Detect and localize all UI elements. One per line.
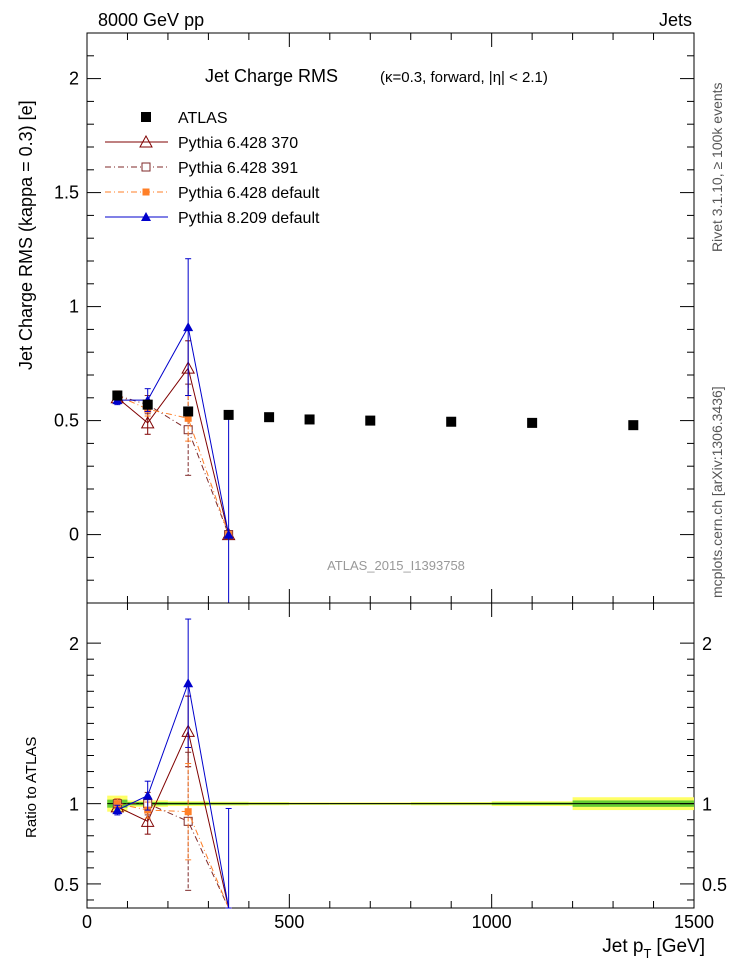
- ratio-point-pythia-6-428-370: [140, 814, 155, 827]
- ratio-ticks: 0.5 0.5 1 1 2 2 0 500 1000 1500: [54, 603, 727, 932]
- main-point-pythia-6-428-default: [184, 414, 192, 422]
- main-point-atlas: [223, 409, 234, 420]
- x-axis-label-sub: T: [643, 946, 651, 961]
- side-label-top: Rivet 3.1.10, ≥ 100k events: [709, 82, 725, 252]
- legend-marker-pythia-6-428-370: [139, 134, 153, 148]
- main-point-atlas: [446, 416, 457, 427]
- x-tick-label: 1500: [674, 912, 714, 932]
- x-tick-label: 1000: [472, 912, 512, 932]
- x-tick-label: 0: [82, 912, 92, 932]
- main-point-atlas: [527, 417, 538, 428]
- legend-label-pythia-6-428-391: Pythia 6.428 391: [178, 160, 298, 177]
- header-left-label: 8000 GeV pp: [98, 10, 204, 30]
- header-right-label: Jets: [659, 10, 692, 30]
- legend-label-pythia-6-428-default: Pythia 6.428 default: [178, 185, 320, 202]
- ratio-y-tick-label: 0.5: [54, 875, 79, 895]
- legend-label-pythia-6-428-370: Pythia 6.428 370: [178, 135, 298, 152]
- watermark: ATLAS_2015_I1393758: [327, 558, 465, 573]
- y-tick-label: 1.5: [54, 183, 79, 203]
- y-tick-label: 2: [69, 69, 79, 89]
- main-point-atlas: [365, 415, 376, 426]
- x-tick-label: 500: [274, 912, 304, 932]
- ratio-point-pythia-8-209-default: [142, 790, 153, 800]
- x-axis-label-main: Jet p: [602, 936, 643, 957]
- ratio-y-tick-label-right: 0.5: [702, 875, 727, 895]
- ratio-line-pythia-6-428-default: [117, 803, 230, 909]
- main-y-axis-label: Jet Charge RMS (kappa = 0.3) [e]: [16, 100, 36, 370]
- ratio-point-pythia-8-209-default: [183, 678, 194, 688]
- main-point-atlas: [304, 414, 315, 425]
- main-point-atlas: [142, 399, 153, 410]
- main-point-atlas: [112, 390, 123, 401]
- legend: ATLAS Pythia 6.428 370 Pythia 6.428 391 Pyt…: [105, 110, 320, 227]
- side-label-bottom: mcplots.cern.ch [arXiv:1306.3436]: [709, 386, 725, 598]
- main-point-pythia-8-209-default: [183, 322, 194, 332]
- main-panel: Jet Charge RMS (κ=0.3, forward, |η| < 2.…: [16, 32, 695, 604]
- legend-marker-pythia-6-428-default: [142, 188, 150, 196]
- x-axis-label: Jet pT [GeV]: [602, 936, 705, 961]
- ratio-y-tick-label-right: 2: [702, 634, 712, 654]
- x-axis-label-unit: [GeV]: [656, 936, 705, 957]
- legend-marker-pythia-8-209-default: [141, 212, 151, 221]
- y-tick-label: 0: [69, 525, 79, 545]
- ratio-line-pythia-8-209-default: [117, 681, 230, 909]
- legend-label-pythia-8-209-default: Pythia 8.209 default: [178, 210, 320, 227]
- ratio-point-pythia-6-428-default: [184, 808, 192, 816]
- main-point-pythia-6-428-370: [140, 415, 155, 429]
- legend-label-atlas: ATLAS: [178, 110, 228, 127]
- main-line-pythia-6-428-default: [117, 395, 230, 535]
- ratio-panel-frame: [86, 602, 695, 909]
- main-line-pythia-6-428-370: [117, 367, 230, 535]
- main-point-atlas: [264, 412, 275, 423]
- y-tick-label: 1: [69, 297, 79, 317]
- ratio-y-axis-label: Ratio to ATLAS: [23, 737, 40, 838]
- ratio-y-tick-label-right: 1: [702, 795, 712, 815]
- ratio-series-group: [110, 618, 232, 909]
- ratio-line-pythia-6-428-370: [117, 729, 230, 909]
- legend-marker-pythia-6-428-391: [141, 162, 151, 172]
- main-line-pythia-8-209-default: [117, 325, 230, 535]
- legend-marker-atlas: [141, 112, 151, 122]
- main-y-ticks: 0 0.5 1 1.5 2: [54, 33, 695, 603]
- main-title: Jet Charge RMS: [205, 66, 338, 86]
- ratio-panel: Ratio to ATLAS 0.5 0.5 1 1 2 2 0 500 1000 1500 Je…: [23, 602, 727, 961]
- ratio-y-tick-label: 2: [69, 634, 79, 654]
- main-point-atlas: [183, 406, 194, 417]
- ratio-point-pythia-8-209-default: [112, 805, 123, 815]
- main-subtitle: (κ=0.3, forward, |η| < 2.1): [380, 69, 548, 86]
- y-tick-label: 0.5: [54, 411, 79, 431]
- main-series-group: [110, 258, 639, 604]
- main-point-atlas: [628, 420, 639, 431]
- ratio-y-tick-label: 1: [69, 795, 79, 815]
- main-point-pythia-8-209-default: [223, 529, 234, 539]
- ratio-line-pythia-6-428-391: [117, 803, 230, 909]
- uncertainty-band: [107, 795, 694, 812]
- ratio-point-pythia-6-428-default: [113, 800, 121, 808]
